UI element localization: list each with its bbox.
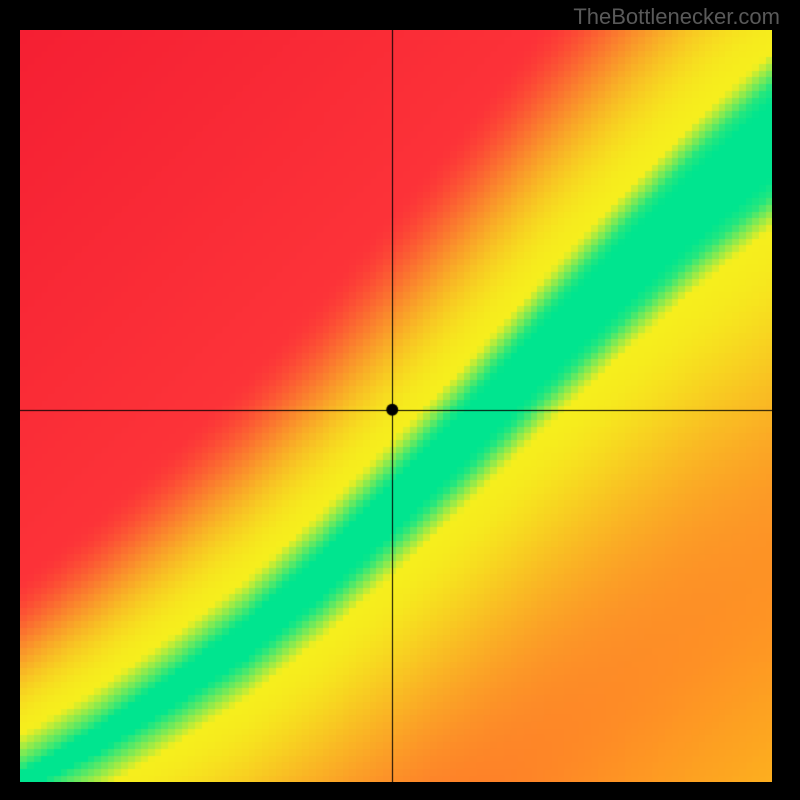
chart-container: TheBottlenecker.com bbox=[0, 0, 800, 800]
watermark-text: TheBottlenecker.com bbox=[573, 4, 780, 30]
bottleneck-heatmap bbox=[20, 30, 772, 782]
